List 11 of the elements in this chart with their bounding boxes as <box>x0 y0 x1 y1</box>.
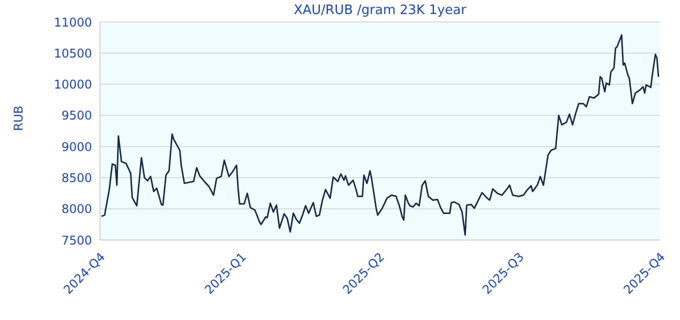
y-tick-label: 8000 <box>61 202 92 216</box>
y-tick-label: 8500 <box>61 170 92 185</box>
y-tick-label: 11000 <box>54 15 92 30</box>
y-tick-label: 7500 <box>61 233 92 248</box>
y-tick-label: 9000 <box>61 140 92 154</box>
y-tick-label: 10000 <box>54 78 92 92</box>
y-tick-label: 10500 <box>54 46 92 60</box>
y-axis-title: RUB <box>11 106 26 131</box>
y-tick-label: 9500 <box>61 108 92 123</box>
chart-title: XAU/RUB /gram 23K 1year <box>292 3 468 18</box>
line-series <box>100 34 660 236</box>
